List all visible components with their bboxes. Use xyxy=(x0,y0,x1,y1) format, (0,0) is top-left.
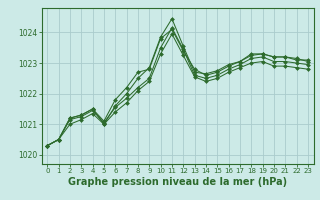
X-axis label: Graphe pression niveau de la mer (hPa): Graphe pression niveau de la mer (hPa) xyxy=(68,177,287,187)
